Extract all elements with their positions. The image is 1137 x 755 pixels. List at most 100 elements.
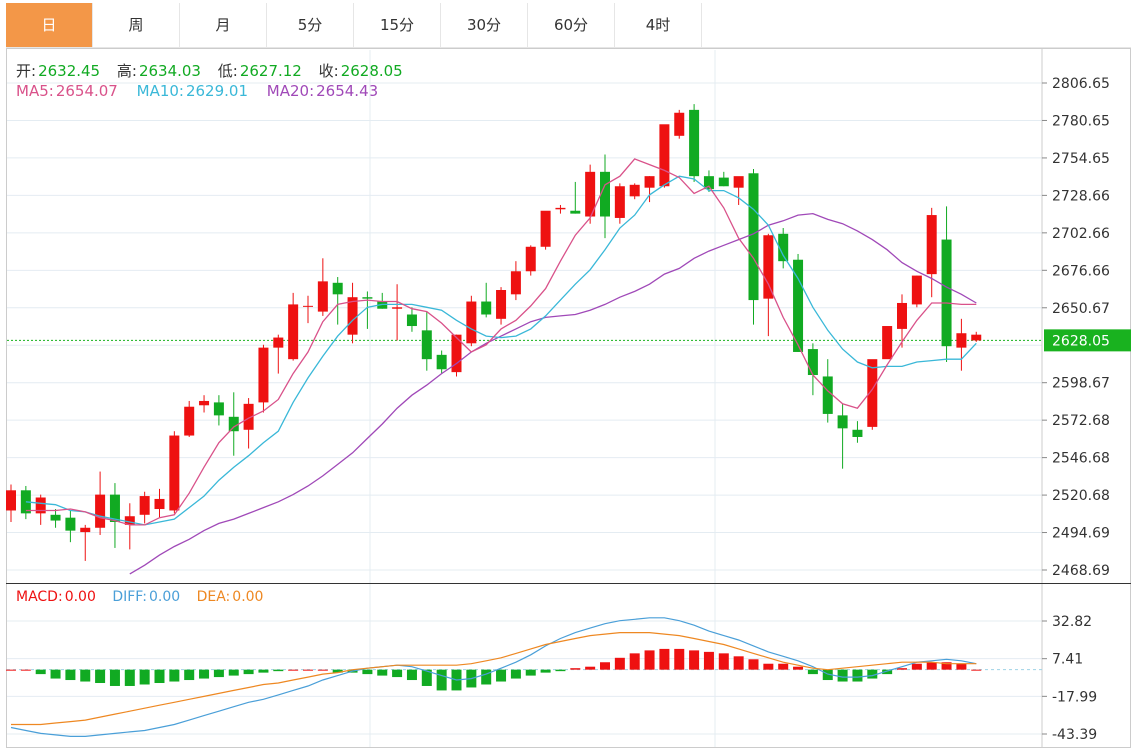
candle-body [600,171,610,217]
macd-bar-45 [674,648,685,670]
tab-6[interactable]: 60分 [528,3,615,47]
candle-63 [941,206,952,363]
candle-11 [169,431,180,514]
candle-4 [65,510,76,543]
candle-body [421,330,432,360]
ma5-label: MA5: [16,82,54,100]
tab-1[interactable]: 周 [93,3,180,47]
candle-body [807,349,818,376]
ma20-value: 2654.43 [316,82,379,100]
price-axis-labels: 2806.65 2780.65 2754.65 2728.66 2702.66 2676.… [1042,76,1110,579]
last-price-tag [1044,329,1131,352]
candle-15 [228,392,239,456]
macd-label: MACD: [16,589,63,605]
tab-2[interactable]: 月 [180,3,267,47]
last-price-label: 2628.05 [1052,333,1110,349]
tab-7[interactable]: 4时 [615,3,702,47]
macd-bar-14 [213,669,224,678]
candle-6 [95,471,106,535]
low-label: 低: [217,62,238,80]
candle-body [481,301,492,315]
macd-bar-60 [897,668,907,670]
candle-body [689,109,700,177]
candle-body [466,301,477,344]
ma20-line [129,212,977,575]
price-tick-label: 2702.66 [1052,226,1110,242]
ma5-value: 2654.07 [55,82,118,100]
candle-body [941,239,952,347]
close-label: 收: [318,62,339,80]
candle-20 [303,295,313,324]
macd-bar-58 [867,669,878,679]
candle-body [95,494,106,528]
candle-body [748,173,759,301]
candle-body [837,415,848,429]
macd-bar-26 [392,669,403,678]
price-tick-label: 2468.69 [1052,563,1110,579]
candle-body [332,282,343,295]
ma10-line [25,175,977,526]
macd-bar-41 [614,657,625,670]
candle-49 [733,176,744,205]
candle-body [852,429,863,437]
candle-40 [600,154,610,239]
candle-body [763,235,774,299]
candle-30 [451,334,462,377]
candle-27 [406,307,417,332]
macd-bar-11 [169,669,180,682]
ma10-value: 2629.01 [185,82,248,100]
macd-bar-24 [362,669,373,675]
diff-label: DIFF: [112,589,147,605]
candle-body [644,176,655,188]
candle-12 [184,400,195,437]
macd-bar-7 [109,669,120,686]
candle-body [124,516,135,525]
macd-bar-40 [600,662,610,670]
tab-4[interactable]: 15分 [354,3,441,47]
ma20-label: MA20: [266,82,315,100]
macd-bar-42 [629,653,640,670]
macd-bar-48 [718,653,729,670]
low-value: 2627.12 [239,62,302,80]
candle-body [392,307,403,309]
candle-61 [911,275,922,308]
candle-body [451,334,462,373]
macd-bar-27 [406,669,417,681]
candle-16 [243,398,254,449]
price-tick-label: 2754.65 [1052,151,1110,167]
candle-body [926,215,937,275]
macd-bar-54 [807,669,818,675]
macd-bar-16 [243,669,254,675]
candle-body [347,297,358,335]
macd-bar-32 [481,669,492,685]
dea-line [11,631,977,726]
candle-body [199,400,210,406]
candle-47 [703,170,714,193]
macd-bar-15 [228,669,239,676]
macd-bar-25 [377,669,388,676]
candle-36 [540,210,551,250]
candle-53 [793,253,804,352]
macd-bar-59 [882,669,893,675]
dea-label: DEA: [196,589,231,605]
price-tick-label: 2780.65 [1052,113,1110,129]
candle-body [288,304,299,360]
macd-bar-56 [837,669,848,682]
macd-bar-9 [139,669,150,685]
candle-5 [80,524,91,561]
macd-bar-64 [956,663,967,670]
candle-body [436,354,447,370]
candle-body [674,112,685,136]
macd-bar-57 [852,669,863,682]
candle-45 [674,109,685,139]
macd-bar-65 [971,669,982,671]
macd-info: MACD: 0.00 DIFF: 0.00 DEA: 0.00 [16,589,265,605]
candle-body [6,490,16,511]
candle-50 [748,168,759,325]
macd-bar-8 [124,669,135,686]
tab-5[interactable]: 30分 [441,3,528,47]
tab-0[interactable]: 日 [6,3,93,47]
macd-bar-29 [436,669,447,691]
candle-body [377,301,388,309]
tab-3[interactable]: 5分 [267,3,354,47]
